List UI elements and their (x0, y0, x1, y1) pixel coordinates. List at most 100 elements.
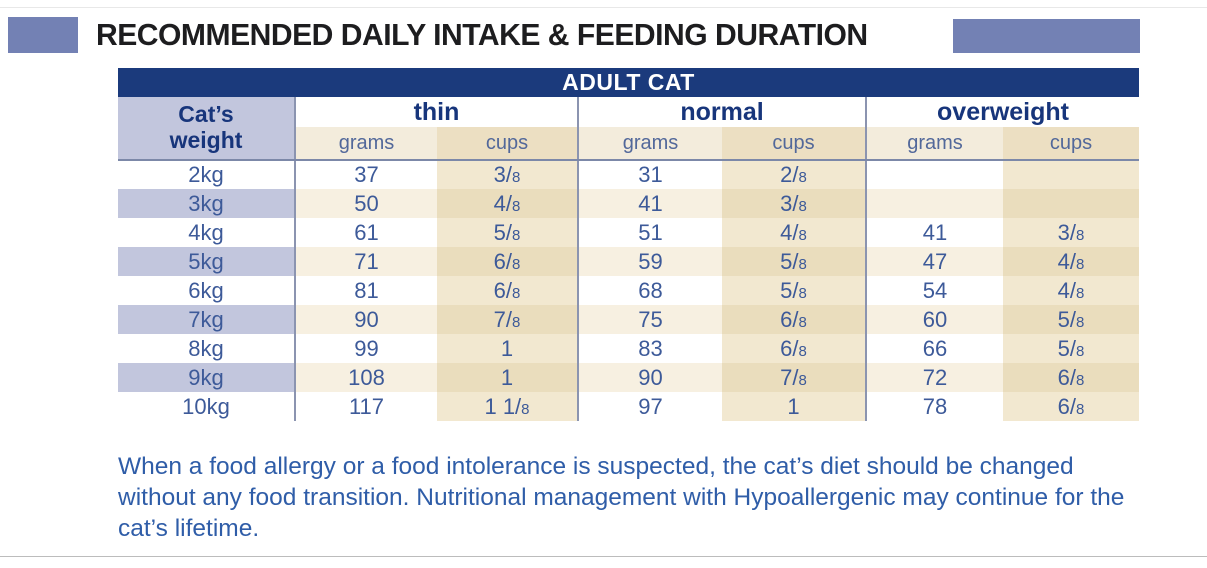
normal-cups-cell: 4/8 (722, 218, 866, 247)
weight-cell: 10kg (118, 392, 295, 421)
overweight-cups-cell: 5/8 (1003, 334, 1140, 363)
normal-grams-cell: 59 (577, 247, 722, 276)
normal-cups-cell: 5/8 (722, 247, 866, 276)
fraction-denominator: 8 (512, 284, 521, 302)
table-row: 4kg 61 5/8 51 4/8 41 3/8 (118, 218, 1140, 247)
table-title: ADULT CAT (118, 68, 1140, 97)
thin-cups-cell: 1 (437, 363, 578, 392)
thin-cups-cell: 1 1/8 (437, 392, 578, 421)
fraction-denominator: 8 (1076, 313, 1085, 331)
normal-grams-cell: 51 (577, 218, 722, 247)
fraction-denominator: 8 (1076, 371, 1085, 389)
thin-cups-cell: 3/8 (437, 160, 578, 189)
fraction-denominator: 8 (512, 313, 521, 331)
fraction-denominator: 8 (1076, 400, 1085, 418)
normal-cups-cell: 2/8 (722, 160, 866, 189)
overweight-cups-cell: 6/8 (1003, 392, 1140, 421)
group-header-thin: thin (294, 97, 578, 127)
table-row: 10kg 117 1 1/8 97 1 78 6/8 (118, 392, 1140, 421)
weight-cell: 6kg (118, 276, 295, 305)
fraction-denominator: 8 (798, 313, 807, 331)
thin-cups-cell: 1 (437, 334, 578, 363)
thin-cups-cell: 5/8 (437, 218, 578, 247)
overweight-grams-cell: 78 (865, 392, 1003, 421)
thin-cups-cell: 6/8 (437, 276, 578, 305)
normal-cups-cell: 6/8 (722, 334, 866, 363)
weight-cell: 8kg (118, 334, 295, 363)
unit-header-grams: grams (294, 127, 437, 161)
normal-cups-cell: 3/8 (722, 189, 866, 218)
normal-grams-cell: 75 (577, 305, 722, 334)
weight-cell: 4kg (118, 218, 295, 247)
weight-cell: 2kg (118, 160, 295, 189)
thin-grams-cell: 81 (294, 276, 437, 305)
group-header-overweight: overweight (864, 97, 1140, 127)
overweight-grams-cell: 47 (865, 247, 1003, 276)
fraction-denominator: 8 (1076, 226, 1085, 244)
overweight-cups-cell: 3/8 (1003, 218, 1140, 247)
overweight-cups-cell: 6/8 (1003, 363, 1140, 392)
unit-header-cups: cups (1003, 127, 1140, 161)
overweight-grams-cell: 54 (865, 276, 1003, 305)
table-row: 2kg 37 3/8 31 2/8 (118, 160, 1140, 189)
overweight-cups-cell: 5/8 (1003, 305, 1140, 334)
table-row: 6kg 81 6/8 68 5/8 54 4/8 (118, 276, 1140, 305)
normal-grams-cell: 97 (577, 392, 722, 421)
unit-header-cups: cups (722, 127, 866, 161)
normal-grams-cell: 68 (577, 276, 722, 305)
normal-grams-cell: 41 (577, 189, 722, 218)
weight-cell: 9kg (118, 363, 295, 392)
fraction-denominator: 8 (1076, 342, 1085, 360)
fraction-denominator: 8 (1076, 255, 1085, 273)
table-row: 9kg 108 1 90 7/8 72 6/8 (118, 363, 1140, 392)
normal-grams-cell: 90 (577, 363, 722, 392)
unit-header-cups: cups (437, 127, 578, 161)
weight-header-line1: Cat’s (178, 101, 234, 128)
fraction-denominator: 8 (798, 284, 807, 302)
unit-header-grams: grams (577, 127, 722, 161)
overweight-grams-cell: 66 (865, 334, 1003, 363)
overweight-grams-cell: 72 (865, 363, 1003, 392)
fraction-denominator: 8 (512, 255, 521, 273)
unit-header-grams: grams (865, 127, 1003, 161)
table-row: 7kg 90 7/8 75 6/8 60 5/8 (118, 305, 1140, 334)
fraction-denominator: 8 (521, 400, 530, 418)
normal-grams-cell: 31 (577, 160, 722, 189)
title-band: RECOMMENDED DAILY INTAKE & FEEDING DURAT… (8, 16, 891, 54)
fraction-denominator: 8 (798, 169, 807, 186)
table-row: 8kg 99 1 83 6/8 66 5/8 (118, 334, 1140, 363)
group-header-normal: normal (577, 97, 866, 127)
page-title: RECOMMENDED DAILY INTAKE & FEEDING DURAT… (96, 17, 868, 52)
thin-cups-cell: 4/8 (437, 189, 578, 218)
fraction-denominator: 8 (798, 226, 807, 244)
overweight-grams-cell (865, 189, 1003, 218)
unit-header-row: grams cups grams cups grams cups (118, 127, 1140, 161)
fraction-denominator: 8 (512, 226, 521, 244)
weight-cell: 7kg (118, 305, 295, 334)
thin-grams-cell: 90 (294, 305, 437, 334)
fraction-denominator: 8 (798, 197, 807, 215)
overweight-grams-cell: 60 (865, 305, 1003, 334)
fraction-denominator: 8 (798, 342, 807, 360)
accent-bar (953, 19, 1140, 53)
weight-header-line2: weight (169, 127, 243, 153)
thin-grams-cell: 50 (294, 189, 437, 218)
overweight-cups-cell (1003, 189, 1140, 218)
overweight-grams-cell (865, 160, 1003, 189)
overweight-cups-cell (1003, 160, 1140, 189)
table-title-row: ADULT CAT (118, 68, 1140, 97)
normal-cups-cell: 6/8 (722, 305, 866, 334)
table-row: 5kg 71 6/8 59 5/8 47 4/8 (118, 247, 1140, 276)
feeding-table: ADULT CAT Cat’s weight thin normal overw… (118, 68, 1140, 421)
thin-grams-cell: 37 (294, 160, 437, 189)
normal-cups-cell: 5/8 (722, 276, 866, 305)
accent-square (8, 17, 78, 53)
overweight-cups-cell: 4/8 (1003, 247, 1140, 276)
fraction-denominator: 8 (512, 197, 521, 215)
fraction-denominator: 8 (1076, 284, 1085, 302)
normal-cups-cell: 7/8 (722, 363, 866, 392)
footnote: When a food allergy or a food intoleranc… (118, 453, 1125, 542)
thin-grams-cell: 61 (294, 218, 437, 247)
weight-column-header: Cat’s weight (118, 97, 295, 161)
